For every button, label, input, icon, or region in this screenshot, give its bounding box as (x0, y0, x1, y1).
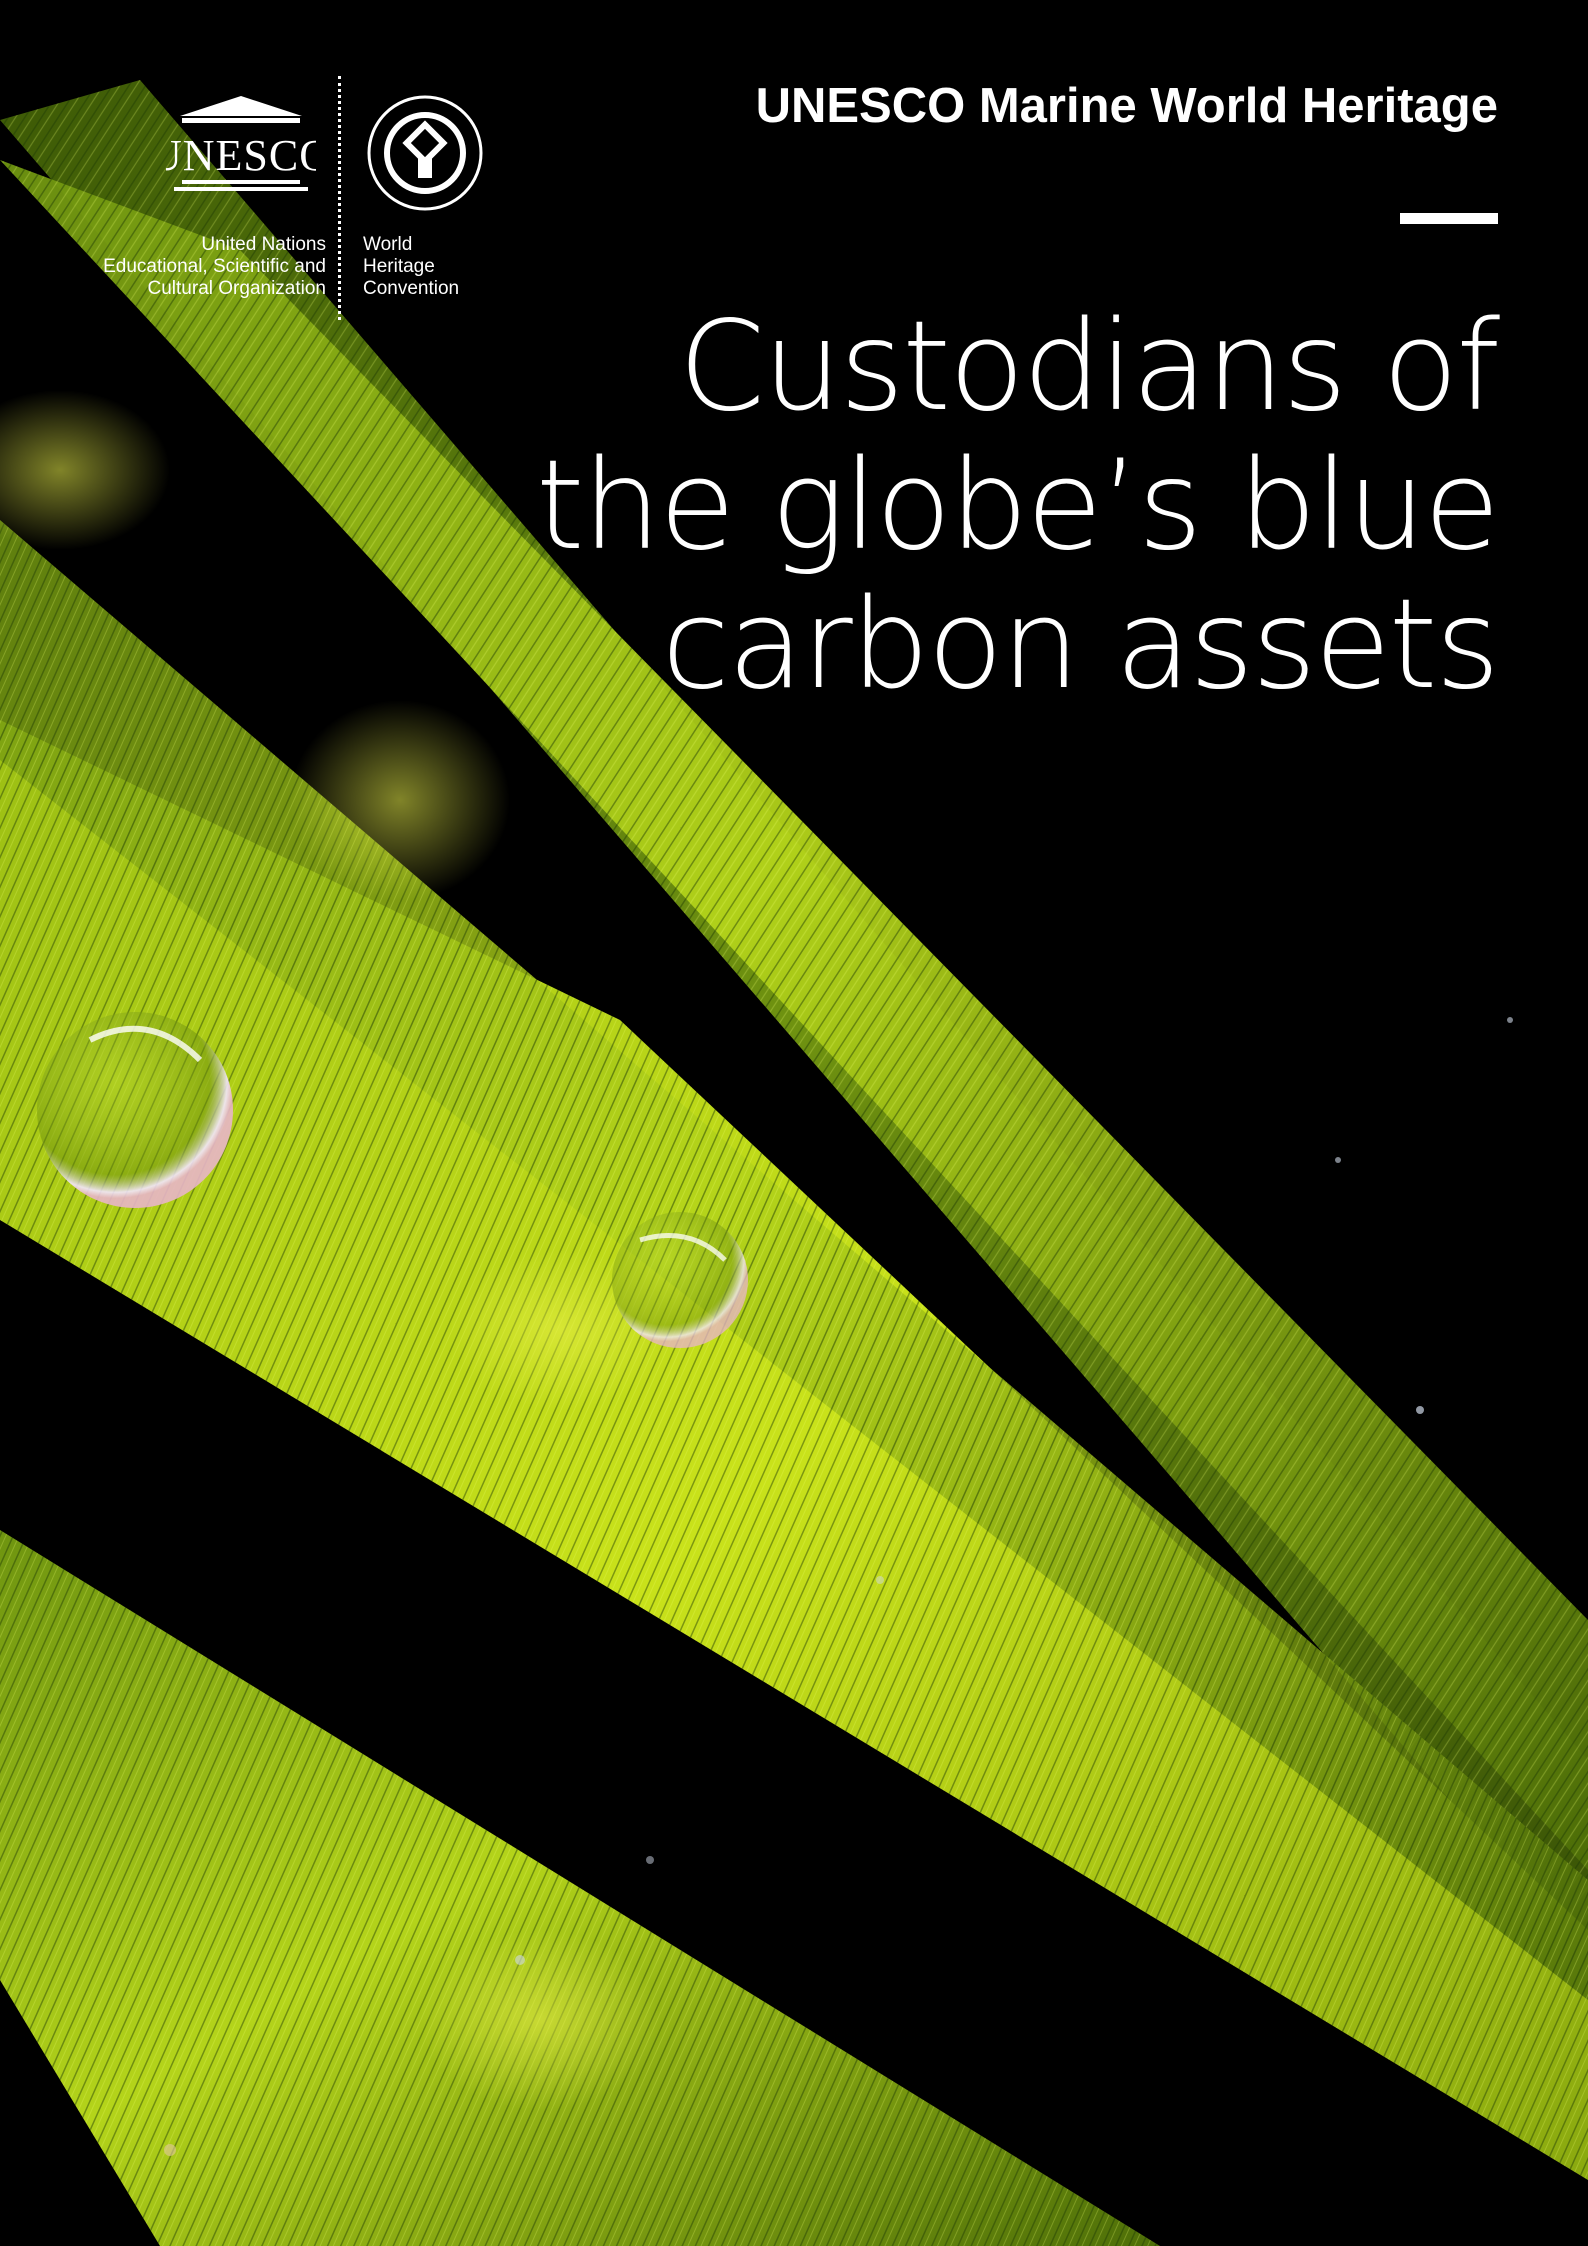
unesco-whc-logo: UNESCO United Nations Educational, Scien… (80, 72, 500, 322)
whc-name-line: Heritage (363, 256, 435, 277)
cover-title: Custodians of the globe’s blue carbon as… (398, 295, 1500, 717)
cover-title-line: the globe’s blue (535, 434, 1500, 578)
org-name-line: Cultural Organization (147, 278, 326, 299)
whc-name-line: Convention (363, 278, 460, 299)
cover-title-line: Custodians of (678, 295, 1500, 439)
logo-divider (338, 76, 341, 320)
unesco-org-name: United Nations Educational, Scientific a… (66, 234, 326, 300)
whc-name: World Heritage Convention (363, 234, 503, 300)
unesco-wordmark: UNESCO (166, 131, 316, 180)
org-name-line: United Nations (201, 234, 326, 255)
world-heritage-emblem (367, 95, 483, 211)
whc-name-line: World (363, 234, 413, 255)
title-rule (1400, 213, 1498, 224)
unesco-temple-emblem: UNESCO (166, 96, 316, 191)
series-title: UNESCO Marine World Heritage (755, 79, 1498, 133)
cover-title-line: carbon assets (661, 573, 1500, 717)
org-name-line: Educational, Scientific and (103, 256, 326, 277)
